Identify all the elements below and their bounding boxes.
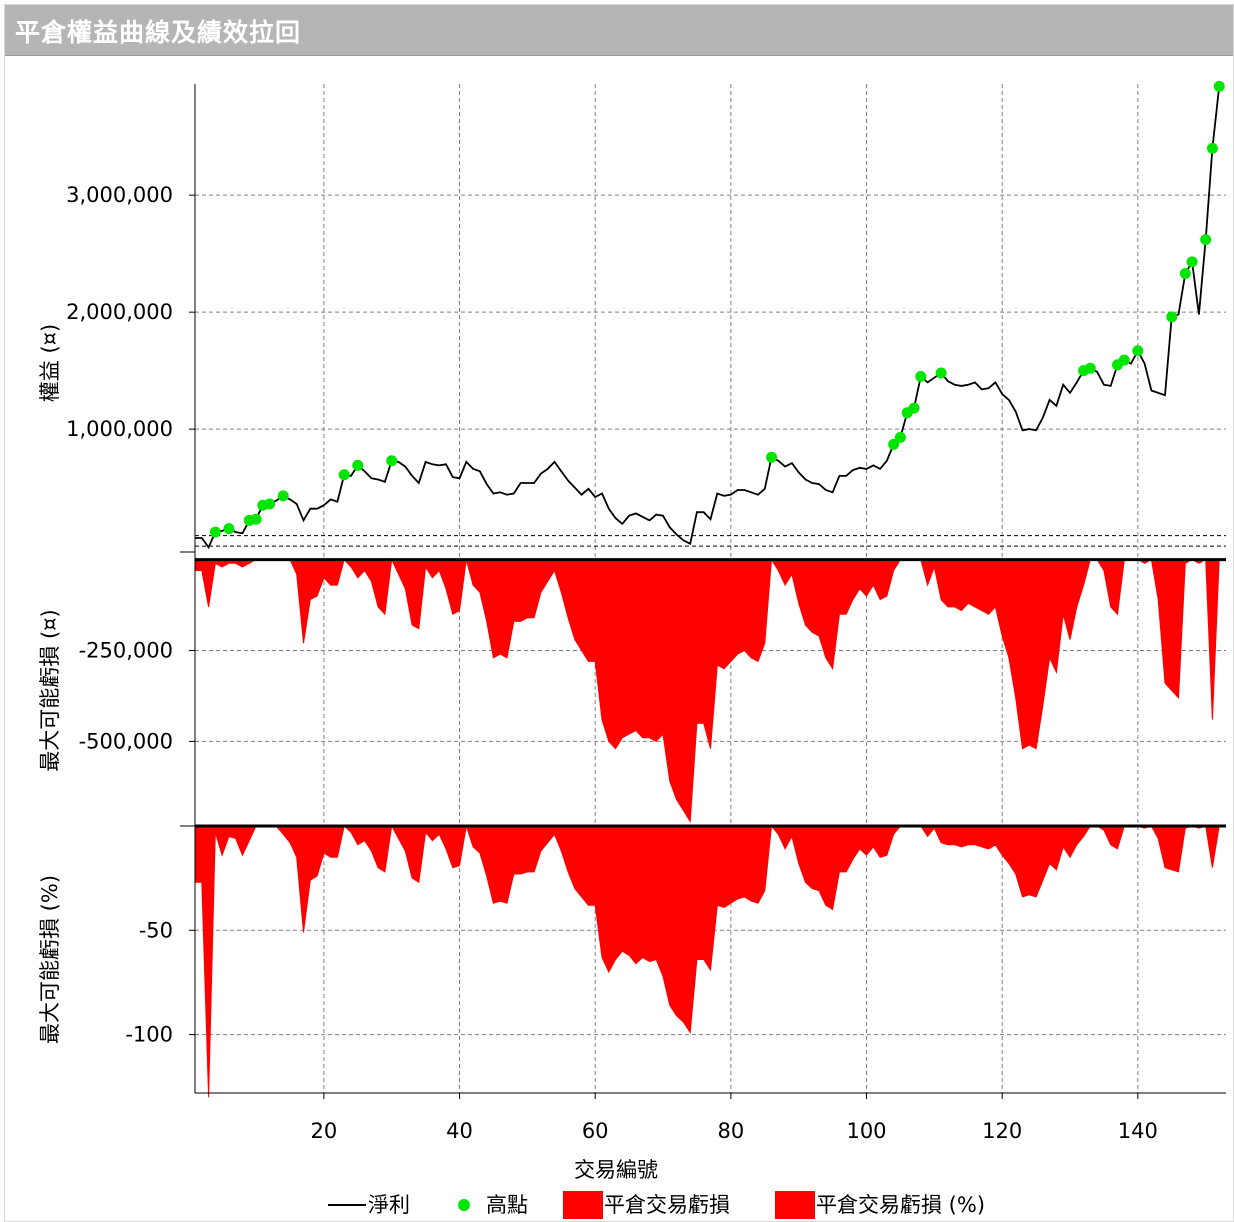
- title-bar: 平倉權益曲線及績效拉回: [5, 5, 1233, 56]
- peak-point: [908, 402, 920, 414]
- legend-label: 平倉交易虧損: [604, 1193, 730, 1217]
- x-tick-label: 140: [1118, 1119, 1158, 1143]
- y-axis-label: 最大可能虧損 (¤): [38, 609, 62, 771]
- peak-point: [1166, 311, 1178, 323]
- legend-dot-swatch: [458, 1199, 470, 1211]
- window-title: 平倉權益曲線及績效拉回: [15, 18, 302, 47]
- x-tick-label: 100: [846, 1119, 886, 1143]
- legend-label: 平倉交易虧損 (%): [816, 1193, 985, 1217]
- peak-point: [888, 438, 900, 450]
- y-axis-label: 權益 (¤): [38, 324, 62, 402]
- peak-point: [1186, 256, 1198, 268]
- peak-point: [386, 455, 398, 467]
- peak-point: [352, 459, 364, 471]
- x-tick-label: 60: [582, 1119, 609, 1143]
- peak-point: [264, 498, 276, 510]
- peak-point: [1118, 354, 1130, 366]
- peak-point: [250, 513, 262, 525]
- peak-point: [894, 431, 906, 443]
- y-tick-label: -100: [125, 1023, 173, 1047]
- y-tick-label: -500,000: [79, 729, 173, 753]
- legend-label: 高點: [486, 1193, 528, 1217]
- peak-point: [209, 526, 221, 538]
- peak-point: [766, 451, 778, 463]
- legend-box-swatch: [563, 1191, 603, 1219]
- y-tick-label: 1,000,000: [66, 417, 173, 441]
- peak-point: [915, 371, 927, 382]
- x-axis-label: 交易編號: [574, 1158, 658, 1182]
- peak-point: [1213, 80, 1225, 92]
- x-tick-label: 40: [446, 1119, 473, 1143]
- legend-label: 淨利: [368, 1193, 410, 1217]
- peak-point: [223, 523, 235, 535]
- peak-point: [1206, 142, 1218, 154]
- peak-point: [935, 367, 947, 379]
- y-axis-label: 最大可能虧損 (%): [38, 875, 62, 1044]
- legend-box-swatch: [775, 1191, 815, 1219]
- peak-point: [1132, 345, 1144, 357]
- drawdown-area: [194, 557, 1220, 823]
- y-tick-label: 3,000,000: [66, 183, 173, 207]
- peak-point: [1179, 268, 1191, 280]
- peak-point: [1200, 234, 1212, 246]
- net-profit-line: [195, 86, 1221, 550]
- y-tick-label: 2,000,000: [66, 300, 173, 324]
- x-tick-label: 80: [717, 1119, 744, 1143]
- peak-point: [338, 469, 350, 481]
- peak-point: [277, 490, 289, 502]
- drawdown-percent-area: [194, 824, 1220, 1098]
- y-tick-label: -250,000: [79, 639, 173, 663]
- y-tick-label: -50: [139, 918, 173, 942]
- x-tick-label: 120: [982, 1119, 1022, 1143]
- peak-point: [1084, 362, 1096, 374]
- x-tick-label: 20: [311, 1119, 338, 1143]
